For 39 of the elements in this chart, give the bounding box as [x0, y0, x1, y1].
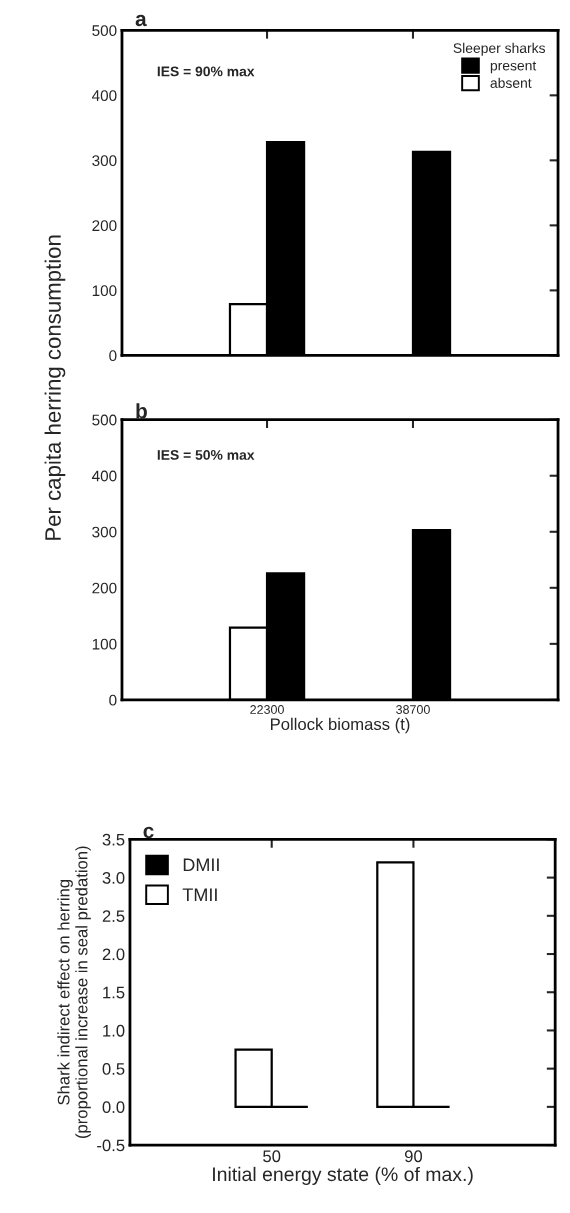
x-tick-label: 50 — [263, 1150, 281, 1163]
legend-label: DMII — [183, 858, 219, 871]
y-tick-label: 200 — [92, 582, 117, 594]
y-tick-label: 2.5 — [102, 910, 125, 923]
y-tick-label: 500 — [92, 414, 117, 426]
y-tick-label: 1.5 — [103, 986, 125, 999]
legend-label: present — [490, 61, 537, 74]
chart-title: a — [135, 14, 147, 27]
chart-title: b — [136, 403, 147, 419]
y-tick-label: 200 — [92, 220, 117, 232]
legend-label: TMII — [182, 888, 217, 901]
y-tick-label: 1.0 — [103, 1024, 125, 1037]
x-axis-title: Pollock biomass (t) — [270, 717, 410, 734]
legend-label: absent — [490, 77, 532, 88]
y-tick-label: 2.0 — [102, 948, 125, 961]
y-tick-label: 0 — [109, 350, 117, 362]
x-tick-label: 22300 — [250, 705, 284, 714]
y-tick-label: 100 — [92, 638, 117, 650]
y-axis-title: Shark indirect effect on herring (proportional increase in seal predation) — [57, 846, 91, 1139]
y-tick-label: 3.5 — [102, 833, 125, 846]
x-tick-label: 38700 — [396, 705, 430, 714]
legend-title: Sleeper sharks — [453, 42, 546, 56]
x-axis-title: Initial energy state (% of max.) — [213, 1166, 473, 1185]
y-tick-label: 0.0 — [102, 1101, 125, 1114]
y-tick-label: 300 — [92, 155, 117, 167]
y-axis-title: Per capita herring consumption — [44, 235, 66, 540]
y-tick-label: 3.0 — [102, 872, 125, 884]
annotation: IES = 90% max — [157, 66, 255, 77]
x-tick-label: 90 — [404, 1150, 423, 1163]
y-tick-label: 400 — [91, 470, 117, 482]
chart-title: c — [143, 826, 154, 839]
y-tick-label: -0.5 — [97, 1139, 125, 1152]
y-tick-label: 100 — [92, 285, 117, 297]
annotation: IES = 50% max — [157, 450, 255, 460]
y-tick-label: 500 — [92, 25, 117, 37]
y-tick-label: 300 — [92, 526, 117, 538]
y-tick-label: 0.5 — [102, 1063, 125, 1075]
y-tick-label: 0 — [109, 694, 117, 706]
y-tick-label: 400 — [91, 90, 117, 102]
